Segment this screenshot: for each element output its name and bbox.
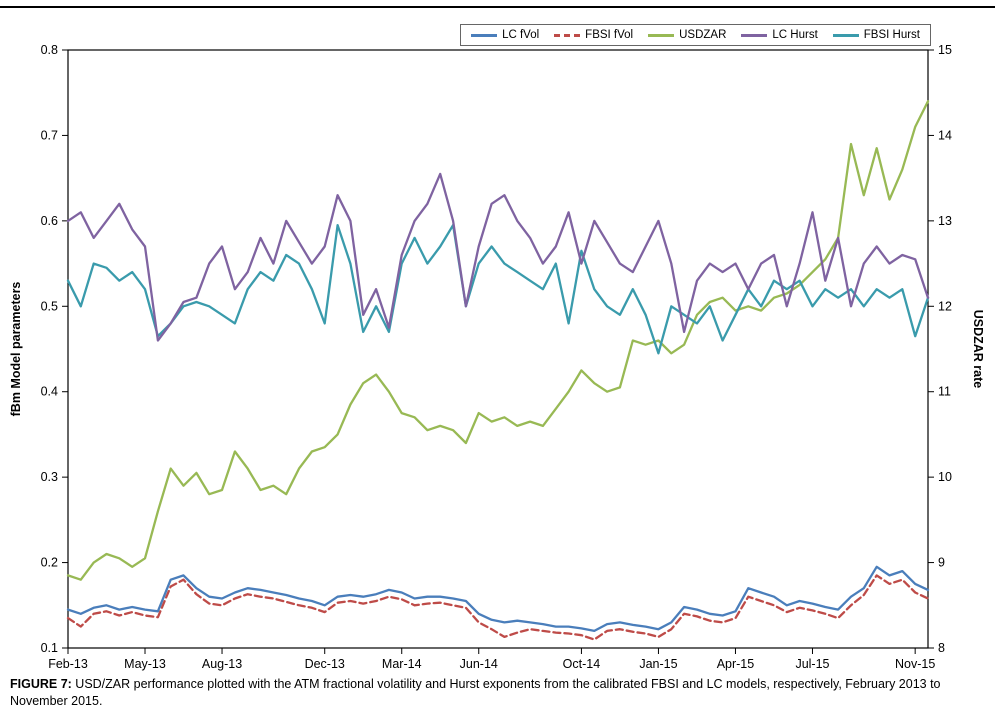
y-right-tick-label: 11 bbox=[938, 385, 951, 399]
chart-legend: LC fVol FBSI fVol USDZAR LC Hurst FBSI Hurst bbox=[460, 24, 931, 46]
legend-label: LC Hurst bbox=[772, 29, 818, 41]
legend-line-swatch bbox=[832, 33, 859, 37]
x-tick-label: Mar-14 bbox=[382, 657, 422, 671]
y-left-tick-label: 0.4 bbox=[41, 385, 58, 399]
legend-line-swatch bbox=[648, 33, 675, 37]
y-right-tick-label: 12 bbox=[938, 299, 952, 313]
y-axis-title-left: fBm Model parameters bbox=[9, 282, 23, 417]
x-tick-label: Nov-15 bbox=[895, 657, 935, 671]
legend-line-swatch bbox=[741, 33, 768, 37]
x-tick-label: Jan-15 bbox=[639, 657, 677, 671]
y-left-tick-label: 0.8 bbox=[41, 43, 58, 57]
series-lc-hurst bbox=[66, 172, 930, 342]
y-right-tick-label: 8 bbox=[938, 641, 945, 655]
legend-label: FBSI fVol bbox=[585, 29, 634, 41]
plot-border bbox=[67, 49, 929, 649]
figure-caption-label: FIGURE 7: bbox=[10, 677, 72, 691]
legend-item-fbsi-hurst: FBSI Hurst bbox=[832, 29, 920, 41]
series-fbsi-hurst bbox=[66, 223, 930, 355]
legend-label: USDZAR bbox=[679, 29, 727, 41]
line-chart: 0.1 0.2 0.3 0.4 0.5 0.6 0.7 0.8 8 9 10 11 12 13 14 15 Fe… bbox=[9, 43, 985, 671]
y-right-tick-label: 14 bbox=[938, 128, 952, 142]
legend-line-swatch bbox=[554, 33, 581, 37]
legend-item-lc-hurst: LC Hurst bbox=[741, 29, 818, 41]
x-tick-label: Apr-15 bbox=[717, 657, 755, 671]
x-tick-label: Feb-13 bbox=[48, 657, 88, 671]
y-left-tick-label: 0.7 bbox=[41, 128, 58, 142]
y-right-tick-label: 13 bbox=[938, 214, 952, 228]
y-left-tick-label: 0.6 bbox=[41, 214, 58, 228]
y-axis-title-right: USDZAR rate bbox=[971, 310, 985, 389]
y-right-tick-label: 9 bbox=[938, 556, 945, 570]
series-usdzar bbox=[66, 100, 930, 581]
y-right-tick-label: 15 bbox=[938, 43, 952, 57]
figure-caption-text: USD/ZAR performance plotted with the ATM… bbox=[10, 677, 941, 708]
y-left-tick-label: 0.1 bbox=[41, 641, 58, 655]
legend-item-fbsi-fvol: FBSI fVol bbox=[554, 29, 633, 41]
figure-caption: FIGURE 7: USD/ZAR performance plotted wi… bbox=[10, 676, 985, 710]
y-left-tick-label: 0.2 bbox=[41, 556, 58, 570]
x-tick-label: Oct-14 bbox=[563, 657, 601, 671]
legend-label: LC fVol bbox=[502, 29, 540, 41]
x-tick-label: Dec-13 bbox=[305, 657, 345, 671]
x-tick-label: Jun-14 bbox=[460, 657, 498, 671]
y-left-tick-label: 0.5 bbox=[41, 299, 58, 313]
y-left-tick-label: 0.3 bbox=[41, 470, 58, 484]
x-tick-label: Aug-13 bbox=[202, 657, 242, 671]
series-fbsi-fvol bbox=[66, 574, 930, 641]
series-lc-fvol bbox=[66, 565, 930, 633]
y-right-tick-label: 10 bbox=[938, 470, 952, 484]
legend-item-usdzar: USDZAR bbox=[648, 29, 726, 41]
chart-area: 0.1 0.2 0.3 0.4 0.5 0.6 0.7 0.8 8 9 10 11 12 13 14 15 Fe… bbox=[0, 10, 995, 672]
legend-label: FBSI Hurst bbox=[863, 29, 920, 41]
legend-item-lc-fvol: LC fVol bbox=[471, 29, 539, 41]
x-tick-label: Jul-15 bbox=[795, 657, 829, 671]
x-tick-label: May-13 bbox=[124, 657, 166, 671]
legend-line-swatch bbox=[471, 33, 498, 37]
top-rule bbox=[0, 6, 995, 8]
